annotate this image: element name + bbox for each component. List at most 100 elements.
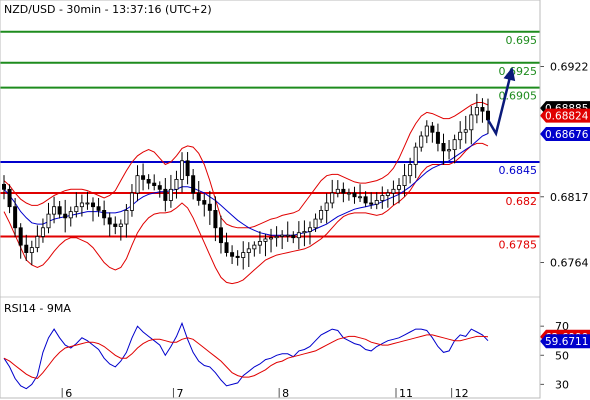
projection-arrowhead (503, 67, 516, 82)
candle-body (430, 125, 435, 133)
candle-body (185, 160, 190, 177)
candle-body (163, 188, 168, 201)
time-tick-label-1: 7 (176, 387, 183, 400)
candle-body (474, 107, 479, 116)
candle-body (79, 202, 84, 208)
candle-body (480, 107, 485, 112)
candle-body (74, 206, 79, 213)
candle-body (135, 175, 140, 194)
candle-body (346, 192, 351, 195)
candle-body (157, 185, 162, 190)
price-tag-1: 0.68824 (540, 108, 590, 123)
candle-body (46, 213, 51, 229)
rsi-tag-label-1: 59.6711 (545, 336, 588, 348)
candle-body (241, 252, 246, 258)
candle-body (452, 139, 457, 151)
candle-body (285, 234, 290, 237)
candle-body (174, 178, 179, 190)
time-tick-label-0: 6 (65, 387, 72, 400)
candle-body (274, 236, 279, 239)
candle-body (341, 188, 346, 194)
candle-body (146, 178, 151, 184)
rsi-panel: 70503062.699959.6711 RSI14 - 9MA (3, 302, 590, 391)
candle-body (380, 195, 385, 201)
time-tick-label-4: 12 (455, 387, 469, 400)
candle-body (335, 188, 340, 194)
candle-body (40, 227, 45, 237)
candle-body (280, 234, 285, 237)
candle-body (296, 232, 301, 239)
time-tick-label-2: 8 (282, 387, 289, 400)
candle-body (230, 252, 235, 257)
candle-body (213, 210, 218, 229)
price-tag-bg-1 (540, 108, 590, 123)
candle-body (129, 192, 134, 211)
plot-frame (0, 0, 541, 399)
candle-body (469, 114, 474, 131)
candle-body (207, 203, 212, 211)
candle-body (107, 217, 112, 225)
candle-body (419, 135, 424, 148)
rsi-title: RSI14 - 9MA (4, 302, 71, 315)
candle-body (324, 202, 329, 211)
candle-body (302, 231, 307, 234)
price-panel: 0.695 0.6925 0.6905 0.6845 0.682 0.6785 0.692… (0, 3, 590, 285)
candle-body (196, 192, 201, 201)
candle-body (408, 164, 413, 177)
time-tick-label-3: 11 (399, 387, 413, 400)
rsi-tag-bg-1 (540, 334, 590, 349)
candle-body (91, 202, 96, 208)
price-tag-2: 0.68676 (540, 126, 590, 141)
chart-title: NZD/USD - 30min - 13:37:16 (UTC+2) (4, 3, 212, 16)
candle-body (385, 192, 390, 196)
projection-path (486, 68, 514, 137)
candle-body (235, 255, 240, 258)
candle-body (402, 175, 407, 186)
price-series (2, 93, 490, 270)
candle-body (435, 131, 440, 144)
candle-body (52, 206, 57, 215)
candle-body (85, 202, 90, 205)
candle-body (330, 192, 335, 204)
time-axis: 6 7 8 11 12 (61, 387, 469, 400)
candle-body (96, 206, 101, 211)
candle-body (424, 125, 429, 137)
candle-body (102, 210, 107, 219)
candle-body (152, 182, 157, 186)
candle-body (363, 196, 368, 204)
candle-body (180, 160, 185, 180)
rsi-tick-label-1: 50 (555, 349, 569, 362)
candle-body (358, 196, 363, 199)
price-tag-label-2: 0.68676 (545, 129, 589, 141)
candle-body (118, 223, 123, 227)
level-label-5: 0.6785 (499, 238, 538, 251)
candle-body (57, 206, 62, 215)
candle-body (458, 131, 463, 141)
candle-body (463, 129, 468, 133)
candle-body (13, 206, 18, 229)
candle-body (68, 211, 73, 219)
candle-body (313, 218, 318, 229)
rsi-axis: 70503062.699959.6711 (540, 320, 590, 391)
price-tick-label-2: 0.6764 (550, 257, 589, 270)
moving-average-line (3, 133, 489, 236)
level-lines: 0.695 0.6925 0.6905 0.6845 0.682 0.6785 (0, 30, 540, 251)
level-label-1: 0.6925 (499, 65, 538, 78)
moving-average (3, 133, 489, 236)
candle-body (396, 185, 401, 190)
price-tick-label-0: 0.6922 (550, 61, 589, 74)
candle-body (224, 242, 229, 253)
candle-body (2, 183, 7, 190)
candle-body (391, 188, 396, 194)
price-tick-label-1: 0.6817 (550, 191, 589, 204)
bollinger-bands (3, 102, 489, 285)
candle-body (352, 192, 357, 198)
candle-body (374, 200, 379, 205)
candle-body (29, 247, 34, 253)
candle-body (369, 202, 374, 205)
rsi-series (3, 321, 489, 390)
candle-body (7, 188, 12, 208)
candle-body (269, 237, 274, 240)
bollinger-lower-line (3, 142, 489, 285)
